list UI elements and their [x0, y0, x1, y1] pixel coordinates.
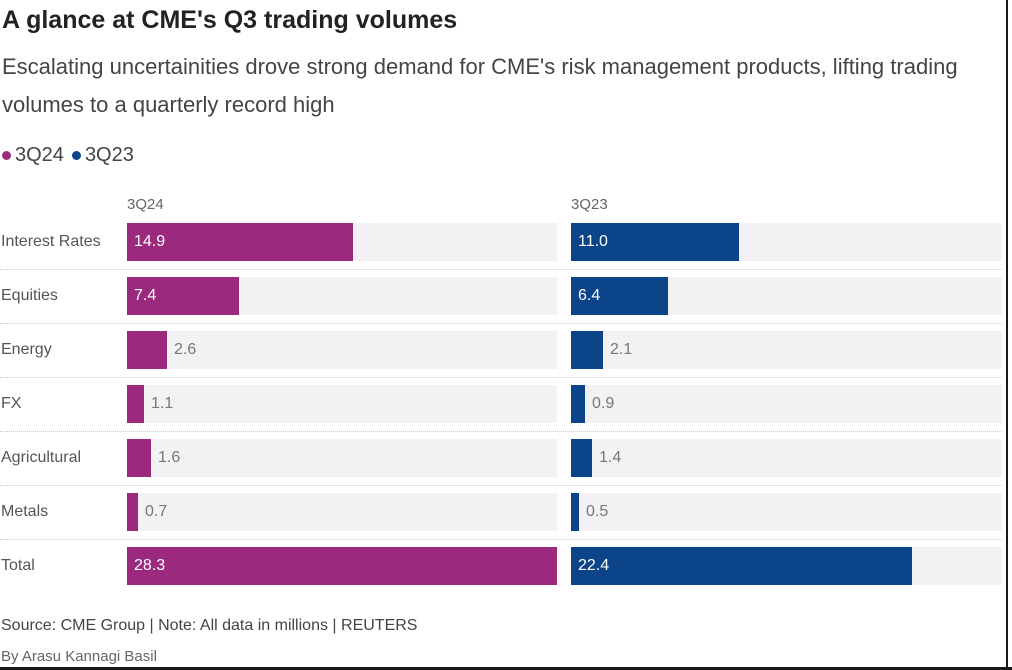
row-label-agricultural: Agricultural — [1, 449, 82, 466]
source-note: Source: CME Group | Note: All data in mi… — [1, 617, 418, 634]
legend-label-3q23: 3Q23 — [84, 144, 134, 166]
legend-swatch-3q23 — [71, 151, 81, 160]
value-label-3q23-agricultural: 1.4 — [599, 449, 622, 466]
panel-title-3q24: 3Q24 — [127, 196, 164, 213]
value-label-3q23-metals: 0.5 — [586, 503, 609, 520]
frame-border-bottom — [0, 667, 1012, 670]
bar-track-3q23-agricultural: 1.4 — [571, 439, 1002, 477]
byline: By Arasu Kannagi Basil — [1, 648, 157, 665]
bar-track-3q24-total: 28.3 — [127, 547, 557, 585]
bar-track-3q23-interest-rates: 11.0 — [571, 223, 1002, 261]
legend-item-3q24: 3Q24 — [2, 144, 64, 167]
bar-track-3q24-equities: 7.4 — [127, 277, 557, 315]
value-label-3q24-fx: 1.1 — [151, 395, 174, 412]
legend-label-3q24: 3Q24 — [15, 144, 64, 166]
bar-track-3q24-metals: 0.7 — [127, 493, 557, 531]
legend: 3Q24 3Q23 — [2, 144, 142, 167]
bar-3q23-equities — [571, 277, 668, 315]
chart-subtitle: Escalating uncertainities drove strong d… — [2, 54, 958, 117]
panel-title-3q23: 3Q23 — [571, 196, 608, 213]
value-label-3q24-agricultural: 1.6 — [158, 449, 181, 466]
row-separator — [0, 377, 1002, 378]
chart-title: A glance at CME's Q3 trading volumes — [2, 6, 458, 34]
bar-3q24-equities — [127, 277, 239, 315]
bar-track-3q23-energy: 2.1 — [571, 331, 1002, 369]
row-separator — [0, 323, 1002, 324]
row-label-energy: Energy — [1, 341, 52, 358]
value-label-3q23-total: 22.4 — [578, 557, 610, 574]
row-separator — [0, 485, 1002, 486]
value-label-3q24-equities: 7.4 — [134, 287, 157, 304]
row-separator — [0, 539, 1002, 540]
value-label-3q23-equities: 6.4 — [578, 287, 601, 304]
bar-track-3q23-total: 22.4 — [571, 547, 1002, 585]
bar-3q23-total — [571, 547, 912, 585]
value-label-3q23-fx: 0.9 — [592, 395, 615, 412]
bar-track-3q23-metals: 0.5 — [571, 493, 1002, 531]
bar-track-3q23-fx: 0.9 — [571, 385, 1002, 423]
bar-3q24-interest-rates — [127, 223, 353, 261]
bar-3q24-agricultural — [127, 439, 151, 477]
bar-track-3q24-interest-rates: 14.9 — [127, 223, 557, 261]
bar-3q23-energy — [571, 331, 603, 369]
value-label-3q24-metals: 0.7 — [145, 503, 168, 520]
row-label-equities: Equities — [1, 287, 58, 304]
value-label-3q23-energy: 2.1 — [610, 341, 633, 358]
bar-3q23-metals — [571, 493, 579, 531]
row-separator — [0, 269, 1002, 270]
bar-track-3q24-agricultural: 1.6 — [127, 439, 557, 477]
value-label-3q24-energy: 2.6 — [174, 341, 197, 358]
legend-item-3q23: 3Q23 — [71, 144, 134, 167]
value-label-3q24-interest-rates: 14.9 — [134, 233, 166, 250]
frame-border-right — [1006, 0, 1008, 670]
bar-track-3q24-energy: 2.6 — [127, 331, 557, 369]
bar-track-3q23-equities: 6.4 — [571, 277, 1002, 315]
legend-swatch-3q24 — [2, 151, 11, 160]
bar-3q23-interest-rates — [571, 223, 739, 261]
row-separator — [0, 431, 1002, 432]
bar-track-3q24-fx: 1.1 — [127, 385, 557, 423]
value-label-3q23-interest-rates: 11.0 — [578, 233, 608, 250]
bar-3q24-total — [127, 547, 557, 585]
row-label-total: Total — [1, 557, 35, 574]
row-label-interest-rates: Interest Rates — [1, 233, 101, 250]
value-label-3q24-total: 28.3 — [134, 557, 166, 574]
row-label-metals: Metals — [1, 503, 49, 520]
bar-3q24-metals — [127, 493, 138, 531]
bar-3q24-fx — [127, 385, 144, 423]
bar-3q23-agricultural — [571, 439, 592, 477]
bar-3q24-energy — [127, 331, 167, 369]
row-label-fx: FX — [1, 395, 22, 412]
bar-3q23-fx — [571, 385, 585, 423]
